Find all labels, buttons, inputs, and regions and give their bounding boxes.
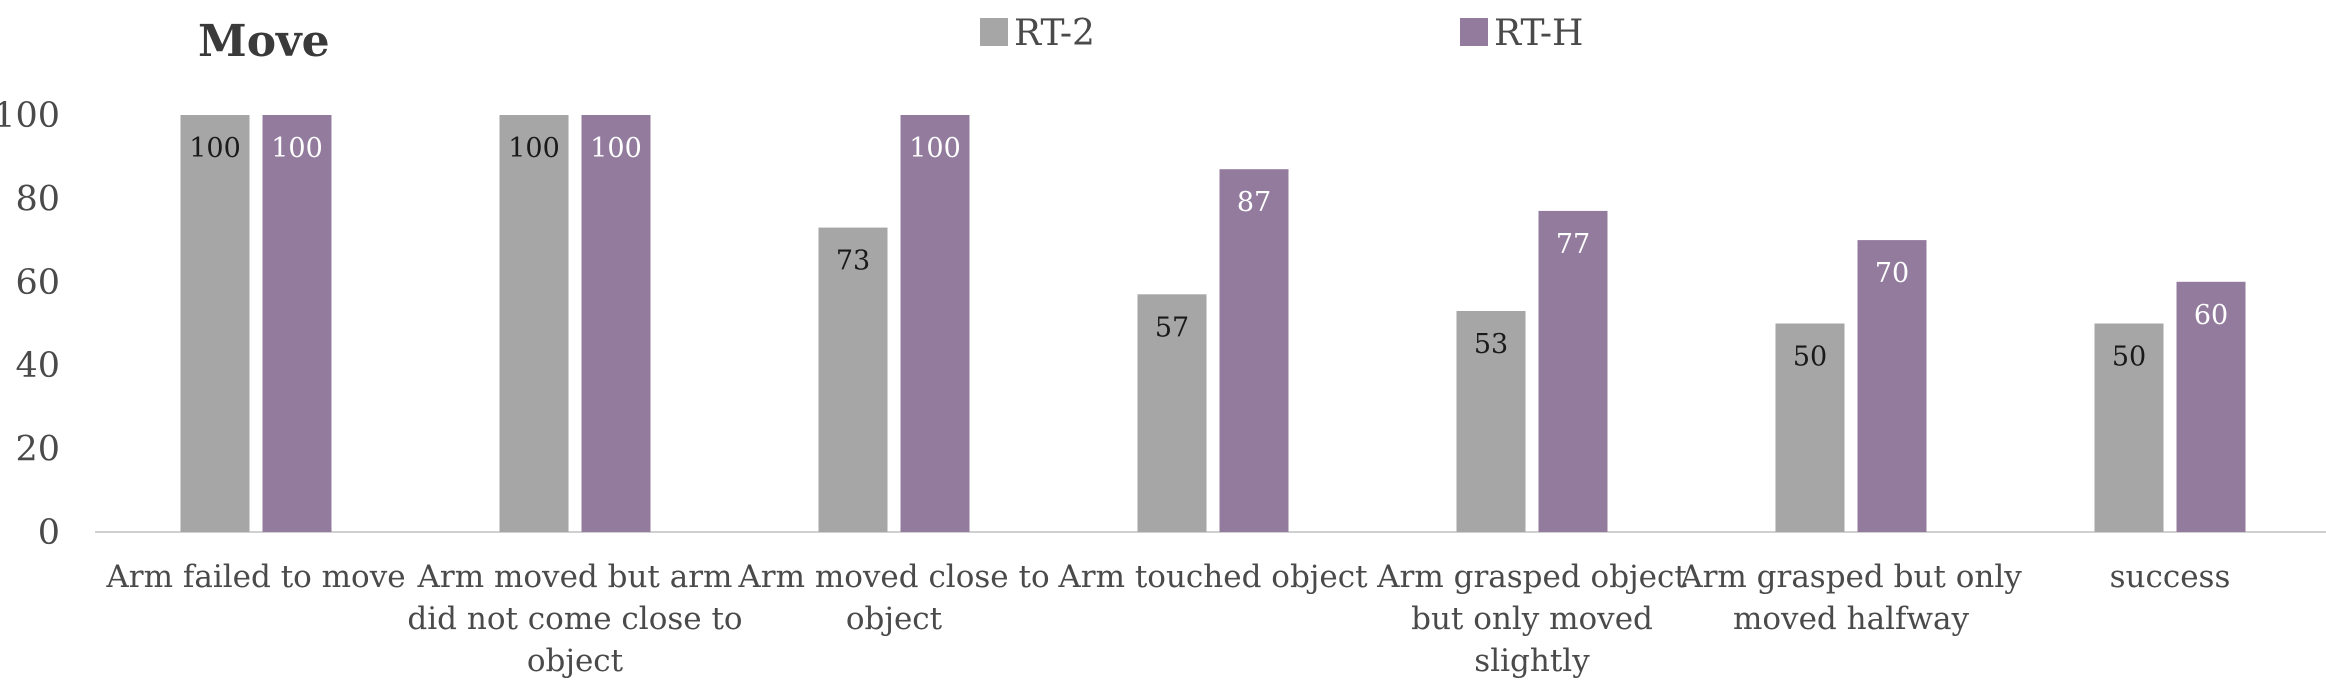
bar-rt-h [900, 115, 970, 532]
x-tick-label-line: but only moved [1411, 601, 1653, 637]
bars: 100 100 100 100 73 100 57 87 53 77 50 70 50 60 [180, 115, 2246, 532]
legend: RT-2 RT-H [980, 13, 1583, 54]
x-tick-label: success [2110, 559, 2231, 595]
y-tick-label: 40 [15, 346, 60, 386]
legend-swatch-rt-2 [980, 18, 1008, 46]
data-label-rt-2: 50 [2112, 342, 2146, 373]
bar-rt-2 [1775, 323, 1845, 532]
bar-rt-2 [2094, 323, 2164, 532]
bar-rt-2 [499, 115, 569, 532]
x-tick-label-line: object [846, 601, 943, 637]
data-label-rt-h: 87 [1237, 187, 1271, 218]
bar-rt-h [581, 115, 651, 532]
data-label-rt-h: 70 [1875, 258, 1909, 289]
data-label-rt-2: 53 [1474, 329, 1508, 360]
data-label-rt-2: 73 [836, 246, 870, 277]
y-tick-label: 100 [0, 96, 60, 136]
x-tick-label-line: Arm moved but arm [417, 559, 733, 595]
x-tick-label-line: Arm touched object [1057, 559, 1368, 595]
x-tick-label-line: Arm moved close to [737, 559, 1049, 595]
x-tick-label: Arm failed to move [105, 559, 405, 595]
data-label-rt-2: 57 [1155, 312, 1189, 343]
x-tick-label-line: Arm failed to move [105, 559, 405, 595]
data-label-rt-h: 100 [909, 133, 961, 164]
x-tick-label-line: Arm grasped but only [1679, 559, 2022, 595]
legend-label-rt-2: RT-2 [1014, 13, 1095, 54]
y-tick-label: 20 [15, 430, 60, 470]
bar-rt-h [1219, 169, 1289, 532]
chart-title: Move [198, 16, 330, 67]
x-tick-label: Arm touched object [1057, 559, 1368, 595]
data-label-rt-h: 60 [2194, 300, 2228, 331]
bar-rt-2 [1456, 310, 1526, 532]
x-axis: Arm failed to move Arm moved but arm did n… [105, 559, 2230, 679]
data-label-rt-2: 100 [189, 133, 241, 164]
legend-swatch-rt-h [1460, 18, 1488, 46]
data-label-rt-2: 50 [1793, 342, 1827, 373]
y-axis: 0 20 40 60 80 100 [0, 96, 60, 553]
x-tick-label: Arm moved close to object [737, 559, 1049, 637]
legend-label-rt-h: RT-H [1494, 13, 1583, 54]
x-tick-label: Arm grasped but only moved halfway [1679, 559, 2022, 637]
x-tick-label: Arm moved but arm did not come close to ob… [407, 559, 742, 679]
data-label-rt-2: 100 [508, 133, 560, 164]
x-tick-label-line: object [527, 643, 624, 679]
x-tick-label-line: slightly [1474, 643, 1590, 679]
x-tick-label-line: Arm grasped object [1376, 559, 1687, 595]
x-tick-label: Arm grasped object but only moved slightly [1376, 559, 1687, 679]
bar-rt-2 [1137, 294, 1207, 532]
data-label-rt-h: 77 [1556, 229, 1590, 260]
bar-rt-h [2176, 281, 2246, 532]
y-tick-label: 0 [38, 513, 60, 553]
bar-rt-h [262, 115, 332, 532]
data-label-rt-h: 100 [590, 133, 642, 164]
bar-rt-h [1538, 210, 1608, 532]
x-tick-label-line: moved halfway [1733, 601, 1969, 637]
data-label-rt-h: 100 [271, 133, 323, 164]
bar-rt-h [1857, 240, 1927, 532]
bar-rt-2 [818, 227, 888, 532]
bar-rt-2 [180, 115, 250, 532]
y-tick-label: 80 [15, 179, 60, 219]
y-tick-label: 60 [15, 263, 60, 303]
x-tick-label-line: success [2110, 559, 2231, 595]
x-tick-label-line: did not come close to [407, 601, 742, 637]
